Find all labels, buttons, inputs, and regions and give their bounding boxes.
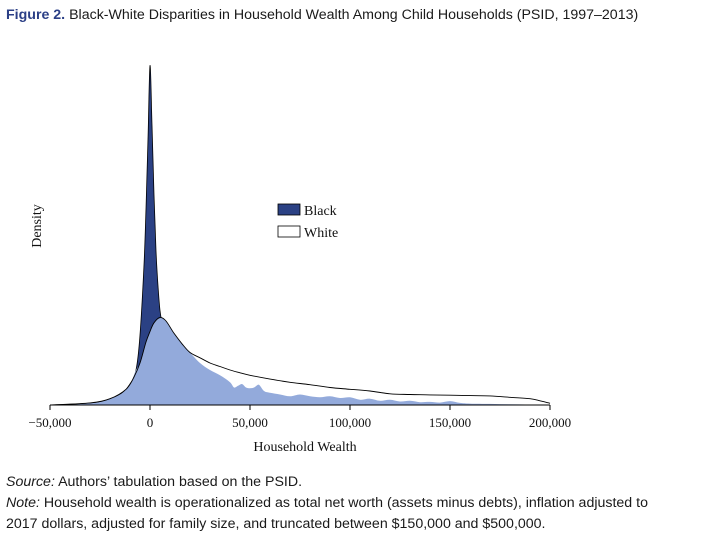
x-tick-label: 100,000 — [329, 415, 371, 430]
plot-layer — [49, 65, 551, 406]
source-line: Source: Authors’ tabulation based on the… — [6, 472, 718, 493]
x-tick-label: −50,000 — [28, 415, 71, 430]
note-text-2: 2017 dollars, adjusted for family size, … — [6, 516, 546, 532]
x-tick-label: 150,000 — [429, 415, 471, 430]
x-ticks: −50,000 0 50,000 100,000 150,000 200,000 — [28, 405, 571, 430]
note-line-2: 2017 dollars, adjusted for family size, … — [6, 514, 718, 535]
note-prefix: Note: — [6, 495, 40, 511]
legend: Black White — [277, 203, 338, 241]
x-tick-label: 0 — [147, 415, 154, 430]
legend-swatch-black — [277, 203, 301, 216]
figure-title-text: Black-White Disparities in Household Wea… — [69, 7, 639, 23]
x-tick-label: 200,000 — [529, 415, 571, 430]
note-text-1: Household wealth is operationalized as t… — [43, 495, 648, 511]
overlap-area — [50, 317, 550, 405]
figure-title: Figure 2. Black-White Disparities in Hou… — [6, 7, 718, 23]
y-axis-label: Density — [30, 204, 45, 248]
legend-label-white: White — [304, 226, 338, 241]
source-prefix: Source: — [6, 474, 55, 490]
series-white-line — [49, 317, 551, 406]
figure-label: Figure 2. — [6, 7, 66, 23]
x-axis-label: Household Wealth — [253, 440, 356, 455]
figure-notes: Source: Authors’ tabulation based on the… — [6, 472, 718, 535]
legend-swatch-white — [277, 225, 301, 238]
legend-label-black: Black — [304, 204, 337, 219]
source-text: Authors’ tabulation based on the PSID. — [58, 474, 303, 490]
note-line: Note: Household wealth is operationalize… — [6, 493, 718, 514]
x-tick-label: 50,000 — [232, 415, 268, 430]
